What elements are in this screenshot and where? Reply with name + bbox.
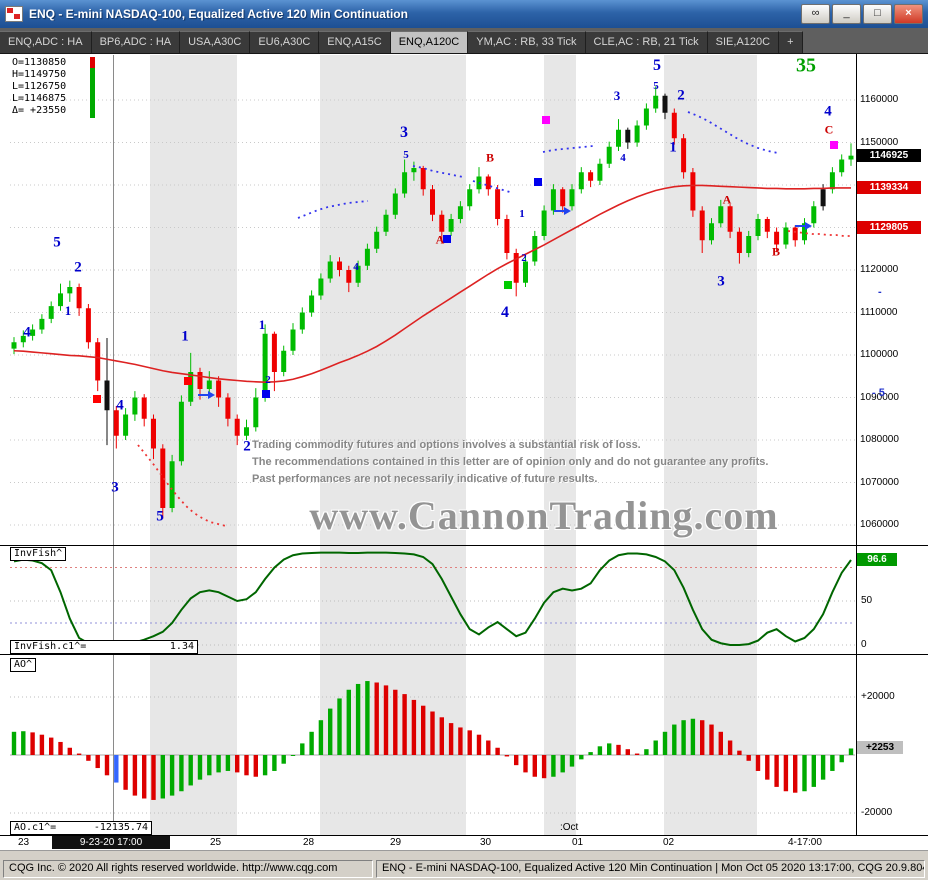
- axis-annotation: -: [878, 286, 882, 298]
- ao-value-box: +2253: [857, 741, 903, 755]
- price-axis-tick: 1100000: [860, 349, 899, 360]
- tab-usa-a30c[interactable]: USA,A30C: [180, 31, 251, 53]
- price-axis-box: 1139334: [857, 180, 921, 194]
- chart-background: [0, 54, 928, 850]
- tab-[interactable]: +: [779, 31, 803, 53]
- tab-enq-a15c[interactable]: ENQ,A15C: [319, 31, 391, 53]
- status-right: ENQ - E-mini NASDAQ-100, Equalized Activ…: [376, 860, 925, 878]
- status-left: CQG Inc. © 2020 All rights reserved worl…: [3, 860, 373, 878]
- price-axis-tick: 1070000: [860, 476, 899, 488]
- price-axis-tick: 1120000: [860, 264, 899, 275]
- app-icon: [5, 6, 23, 22]
- tab-sie-a120c[interactable]: SIE,A120C: [707, 31, 780, 53]
- tab-enq-adc-ha[interactable]: ENQ,ADC : HA: [0, 31, 92, 53]
- invfish-value-box: 96.6: [857, 552, 897, 566]
- price-axis-tick: 1150000: [860, 136, 899, 148]
- time-axis-label-01: 01: [572, 837, 584, 848]
- price-axis-tick: 1160000: [860, 94, 899, 105]
- time-axis: 23 9-23-20 17:00 25 28 29 30 01 02 4-17:00: [0, 836, 928, 850]
- time-axis-label-25: 25: [210, 837, 222, 848]
- window-title: ENQ - E-mini NASDAQ-100, Equalized Activ…: [29, 7, 408, 21]
- time-axis-label-4-17-00: 4-17:00: [788, 837, 822, 848]
- tab-bar: ENQ,ADC : HA BP6,ADC : HA USA,A30C EU6,A30C…: [0, 28, 928, 54]
- time-axis-label-28: 28: [303, 837, 315, 848]
- maximize-button[interactable]: □: [863, 4, 892, 24]
- window-chrome-strip: [0, 850, 928, 858]
- ao-axis-tick: -20000: [861, 807, 893, 818]
- title-bar: ENQ - E-mini NASDAQ-100, Equalized Activ…: [0, 0, 928, 28]
- time-axis-label-29: 29: [390, 837, 402, 848]
- tab-ym-ac-rb-33-tick[interactable]: YM,AC : RB, 33 Tick: [468, 31, 586, 53]
- invfish-axis-tick: 0: [861, 639, 867, 650]
- cursor-time-box: 9-23-20 17:00: [52, 836, 170, 849]
- price-axis-tick: 1060000: [860, 519, 899, 530]
- price-axis-box: 1129805: [857, 221, 921, 235]
- price-axis-tick: 1080000: [860, 434, 899, 445]
- time-axis-label-02: 02: [663, 837, 675, 848]
- time-axis-label-30: 30: [480, 837, 492, 848]
- link-button[interactable]: ∞: [801, 4, 830, 24]
- tab-eu6-a30c[interactable]: EU6,A30C: [250, 31, 320, 53]
- status-bar: CQG Inc. © 2020 All rights reserved worl…: [0, 858, 928, 880]
- price-axis-tick: 1110000: [860, 306, 898, 318]
- price-axis-tick: 1090000: [860, 391, 899, 403]
- axis-annotation: - 5: [872, 387, 885, 399]
- close-button[interactable]: ×: [894, 4, 923, 24]
- ao-axis-tick: +20000: [861, 691, 895, 702]
- invfish-axis-tick: 50: [861, 595, 873, 606]
- tab-enq-a120c[interactable]: ENQ,A120C: [390, 31, 469, 53]
- minimize-button[interactable]: _: [832, 4, 861, 24]
- window-controls: ∞ _ □ ×: [801, 4, 923, 24]
- price-axis-box: 1146925: [857, 148, 921, 162]
- tab-cle-ac-rb-21-tick[interactable]: CLE,AC : RB, 21 Tick: [585, 31, 708, 53]
- time-axis-first-label: 23: [18, 837, 30, 848]
- tab-bp6-adc-ha[interactable]: BP6,ADC : HA: [91, 31, 181, 53]
